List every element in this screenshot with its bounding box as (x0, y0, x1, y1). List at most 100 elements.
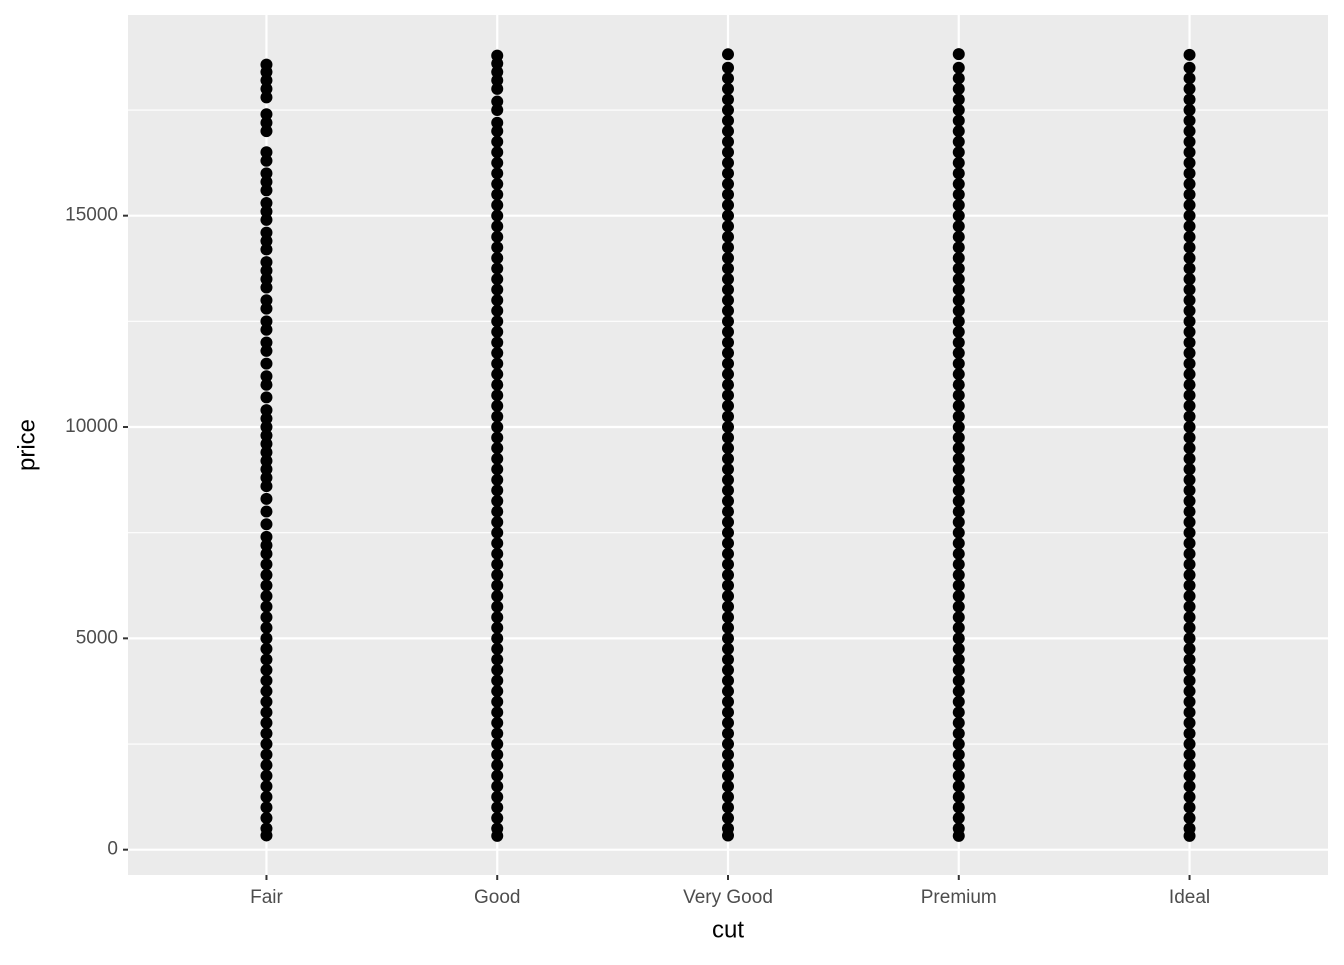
point (1183, 590, 1196, 603)
point (260, 256, 273, 269)
point (260, 226, 273, 239)
point (1183, 706, 1196, 719)
point (1183, 188, 1196, 201)
point (491, 74, 504, 87)
point (491, 727, 504, 740)
point (491, 378, 504, 391)
point (952, 230, 965, 243)
point (491, 116, 504, 129)
point (260, 769, 273, 782)
point (722, 125, 734, 138)
point (491, 568, 504, 581)
point (1183, 304, 1196, 317)
point (1183, 325, 1196, 338)
point (722, 632, 734, 645)
point (1183, 558, 1196, 571)
point (722, 188, 734, 201)
point (952, 104, 965, 117)
point (491, 336, 504, 349)
point (491, 505, 504, 518)
point (491, 653, 504, 666)
point (260, 167, 273, 180)
point (1183, 811, 1196, 824)
point (722, 82, 734, 95)
point (952, 706, 965, 719)
point (1183, 294, 1196, 307)
point (1183, 611, 1196, 624)
point (952, 674, 965, 687)
point (1183, 738, 1196, 751)
point (260, 391, 273, 404)
point (260, 579, 273, 592)
point (722, 706, 734, 719)
point (260, 822, 273, 835)
point (722, 273, 734, 286)
point (722, 600, 734, 613)
point (260, 344, 273, 357)
point (1183, 421, 1196, 434)
point (260, 336, 273, 349)
point (1183, 642, 1196, 655)
point (491, 716, 504, 729)
point (260, 429, 273, 442)
point (260, 125, 273, 138)
point (722, 93, 734, 106)
point (1183, 209, 1196, 222)
point (1183, 410, 1196, 423)
point (952, 146, 965, 159)
point (260, 294, 273, 307)
point (952, 452, 965, 465)
point (491, 738, 504, 751)
points (260, 48, 1196, 842)
y-tick-label: 5000 (76, 627, 118, 648)
point (260, 378, 273, 391)
point (491, 664, 504, 677)
point (260, 600, 273, 613)
point (491, 579, 504, 592)
point (1183, 526, 1196, 539)
point (722, 241, 734, 254)
point (952, 769, 965, 782)
point (1183, 93, 1196, 106)
point (491, 273, 504, 286)
point (491, 547, 504, 560)
point (952, 738, 965, 751)
point (491, 135, 504, 148)
point (1183, 473, 1196, 486)
point (722, 590, 734, 603)
point (952, 315, 965, 328)
point (491, 315, 504, 328)
point (722, 315, 734, 328)
point (260, 685, 273, 698)
point (1183, 357, 1196, 370)
point (952, 421, 965, 434)
point (1183, 674, 1196, 687)
point (260, 264, 273, 277)
point (722, 61, 734, 74)
x-tick-label: Good (474, 887, 520, 908)
point (952, 431, 965, 444)
point (491, 642, 504, 655)
point (491, 463, 504, 476)
point (722, 801, 734, 814)
y-tick-label: 15000 (65, 205, 118, 226)
point (952, 516, 965, 529)
point (260, 404, 273, 417)
point (952, 695, 965, 708)
point (952, 177, 965, 190)
point (722, 399, 734, 412)
point (1183, 801, 1196, 814)
point (1183, 621, 1196, 634)
point (722, 199, 734, 212)
point (722, 505, 734, 518)
point (491, 95, 504, 108)
point (722, 526, 734, 539)
point (1183, 399, 1196, 412)
point (260, 323, 273, 336)
point (260, 437, 273, 450)
point (1183, 759, 1196, 772)
point (952, 632, 965, 645)
point (722, 611, 734, 624)
point (722, 177, 734, 190)
